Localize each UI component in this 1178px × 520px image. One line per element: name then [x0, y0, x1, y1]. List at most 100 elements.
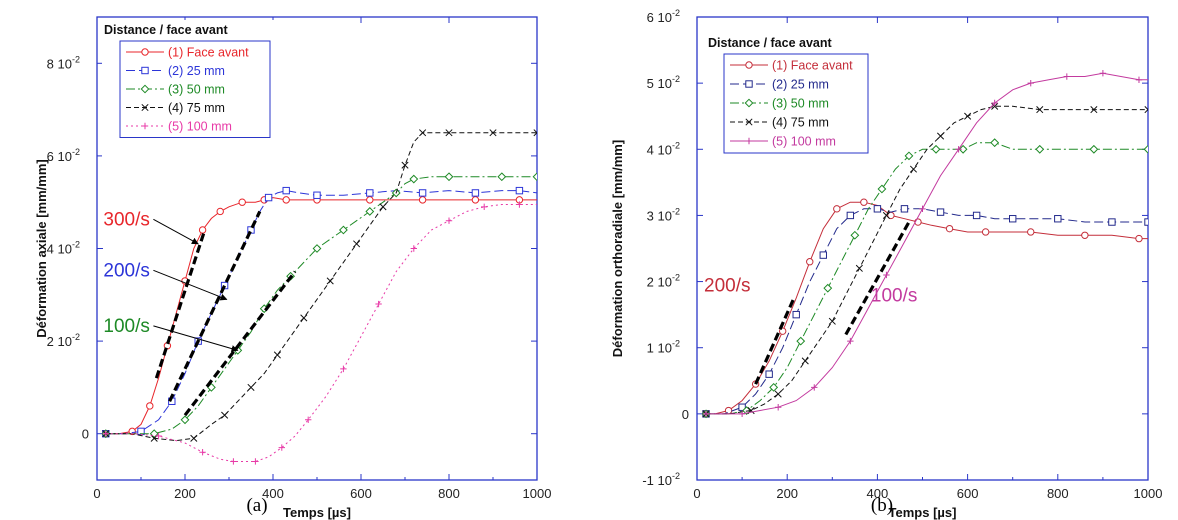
data-point — [497, 172, 507, 182]
rate-annotation: 100/s — [871, 285, 917, 306]
series-line-2 — [706, 208, 1148, 415]
legend-entry: (5) 100 mm — [168, 120, 232, 134]
figure-caption: (a) — [246, 495, 267, 516]
data-point — [1135, 234, 1143, 243]
data-point — [1027, 228, 1035, 236]
data-point — [312, 244, 322, 253]
data-point — [811, 384, 818, 391]
legend-entry: (4) 75 mm — [168, 101, 225, 115]
data-point — [765, 370, 773, 378]
y-tick-exponent: -2 — [672, 471, 680, 481]
legend-entry: (1) Face avant — [772, 59, 853, 73]
legend-title: Distance / face avant — [104, 23, 229, 37]
series-line-3 — [706, 142, 1148, 415]
series-group — [701, 70, 1148, 419]
x-axis-label: Temps [µs] — [889, 505, 957, 520]
data-point — [1063, 73, 1071, 80]
y-tick-label: 1 10-2 — [647, 339, 680, 356]
data-point — [198, 226, 207, 234]
data-point — [338, 225, 348, 235]
data-point — [155, 432, 162, 440]
data-point — [860, 198, 868, 206]
y-tick-label: 8 10-2 — [47, 54, 80, 71]
data-point — [300, 314, 308, 322]
legend-swatch-marker — [745, 61, 753, 69]
data-point — [945, 224, 954, 233]
data-point — [738, 410, 746, 418]
data-point — [823, 283, 833, 293]
annotation-arrow — [153, 325, 239, 352]
data-point — [419, 129, 427, 137]
data-point — [252, 458, 259, 465]
series-line-4 — [706, 105, 1148, 415]
data-point — [1036, 106, 1044, 114]
y-tick-exponent: -2 — [672, 339, 680, 349]
data-point — [533, 129, 537, 137]
y-tick-exponent: -2 — [72, 240, 80, 250]
data-point — [445, 217, 453, 224]
legend-swatch-marker — [744, 98, 754, 108]
y-tick-label: 2 10-2 — [647, 273, 680, 290]
data-point — [471, 196, 480, 204]
legend-swatch-marker — [140, 84, 150, 94]
data-point — [273, 351, 281, 359]
rate-annotation: 200/s — [103, 260, 149, 281]
fit-segment — [168, 210, 262, 402]
data-point — [221, 411, 229, 419]
rate-annotation: 100/s — [103, 316, 149, 337]
legend-swatch-marker — [141, 122, 149, 130]
data-point — [489, 129, 497, 137]
y-tick-exponent: -2 — [672, 8, 680, 18]
data-point — [418, 196, 427, 204]
data-point — [769, 382, 779, 392]
data-point — [365, 207, 375, 216]
data-point — [828, 317, 836, 325]
data-point — [102, 430, 109, 437]
legend-swatch-marker — [141, 66, 149, 75]
x-tick-label: 600 — [957, 486, 979, 501]
data-point — [1035, 144, 1045, 154]
legend-swatch-marker — [141, 48, 149, 56]
data-point — [882, 211, 890, 219]
y-tick-label: 6 10-2 — [47, 147, 80, 164]
data-point — [282, 196, 290, 204]
legend-swatch-marker — [745, 137, 753, 145]
data-point — [515, 186, 524, 195]
data-point — [801, 357, 809, 365]
legend: Distance / face avant (1) Face avant (2) 2… — [706, 33, 876, 161]
data-point — [796, 336, 806, 346]
y-tick-label: 0 — [82, 427, 89, 442]
data-point — [991, 102, 999, 110]
fit-segment — [754, 297, 796, 385]
legend-entry: (5) 100 mm — [772, 135, 836, 149]
series-group — [101, 129, 537, 465]
data-point — [1027, 79, 1034, 87]
legend-entry: (3) 50 mm — [168, 83, 225, 97]
data-point — [991, 99, 998, 107]
data-point — [340, 365, 347, 373]
x-tick-label: 200 — [174, 486, 196, 501]
data-point — [900, 205, 909, 213]
y-tick-exponent: -2 — [72, 54, 80, 64]
legend: Distance / face avant (1) Face avant (2) 2… — [102, 20, 278, 180]
annotation-arrow — [153, 269, 228, 301]
y-tick-exponent: -2 — [672, 273, 680, 283]
data-point — [516, 201, 523, 208]
data-point — [847, 337, 854, 345]
data-point — [366, 196, 374, 204]
y-tick-exponent: -2 — [72, 332, 80, 342]
data-point — [1054, 215, 1062, 223]
legend-entry: (4) 75 mm — [772, 116, 829, 130]
legend-swatch-marker — [745, 118, 753, 126]
legend-entry: (3) 50 mm — [772, 97, 829, 111]
data-point — [1081, 231, 1089, 239]
legend-title: Distance / face avant — [708, 36, 833, 50]
legend-entry: (1) Face avant — [168, 46, 249, 60]
figure-caption: (b) — [871, 495, 893, 516]
annotation-arrow — [153, 218, 199, 245]
data-point — [216, 207, 224, 216]
series-line-1 — [105, 197, 537, 435]
fit-segment — [844, 221, 911, 336]
data-point — [819, 251, 827, 259]
